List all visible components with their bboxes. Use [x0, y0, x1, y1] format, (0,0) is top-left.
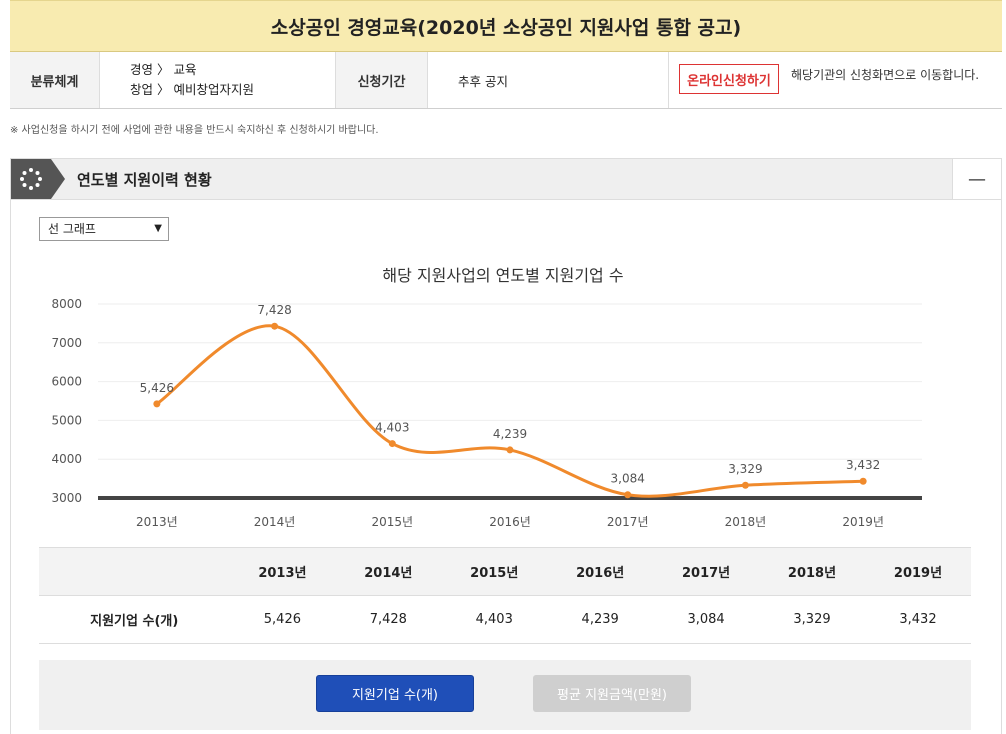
page-title: 소상공인 경영교육(2020년 소상공인 지원사업 통합 공고) — [10, 0, 1002, 52]
period-value: 추후 공지 — [458, 73, 508, 89]
tab-company-count[interactable]: 지원기업 수(개) — [316, 675, 474, 712]
apply-area: 온라인신청하기 해당기관의 신청화면으로 이동합니다. — [668, 52, 1002, 108]
data-label: 4,403 — [375, 421, 409, 435]
line-chart: 8000 7000 6000 5000 4000 3000 2013년 2014년 2015년 2… — [51, 297, 922, 529]
x-tick-label: 2017년 — [607, 515, 649, 529]
table-header-cell: 2015년 — [441, 547, 548, 596]
data-label: 3,329 — [728, 462, 762, 476]
category-line-1: 경영 〉 교육 — [130, 62, 197, 77]
data-label: 3,084 — [611, 472, 645, 486]
y-tick-label: 3000 — [51, 491, 82, 505]
x-tick-label: 2018년 — [725, 515, 767, 529]
tab-button-area: 지원기업 수(개) 평균 지원금액(만원) — [39, 660, 971, 730]
data-point — [271, 322, 279, 330]
table-cell: 3,084 — [653, 595, 760, 644]
category-line-2: 창업 〉 예비창업자지원 — [130, 82, 254, 97]
loading-dots-icon — [11, 159, 51, 199]
info-row: 분류체계 경영 〉 교육 창업 〉 예비창업자지원 신청기간 추후 공지 온라인… — [10, 52, 1002, 109]
chart-type-select[interactable]: 선 그래프 ▼ — [39, 217, 169, 241]
section-arrow-icon — [51, 159, 65, 199]
table-header-cell: 2014년 — [335, 547, 442, 596]
data-label: 5,426 — [140, 381, 174, 395]
chart-panel — [10, 200, 1002, 734]
category-label: 분류체계 — [10, 52, 100, 108]
online-apply-button[interactable]: 온라인신청하기 — [679, 64, 779, 94]
data-point — [859, 477, 867, 485]
table-cell: 7,428 — [335, 595, 442, 644]
data-label: 7,428 — [257, 303, 291, 317]
table-header-cell: 2017년 — [653, 547, 760, 596]
table-header-cell: 2018년 — [759, 547, 865, 596]
table-header-cell: 2019년 — [864, 547, 971, 596]
section-header: 연도별 지원이력 현황 — — [10, 158, 1002, 200]
data-label: 4,239 — [493, 427, 527, 441]
page-title-text: 소상공인 경영교육(2020년 소상공인 지원사업 통합 공고) — [270, 16, 742, 39]
table-header-row: 2013년 2014년 2015년 2016년 2017년 2018년 2019… — [39, 547, 971, 596]
data-point — [388, 440, 396, 448]
chart-type-select-value: 선 그래프 — [48, 222, 96, 236]
table-cell: 3,432 — [864, 595, 971, 644]
data-table: 2013년 2014년 2015년 2016년 2017년 2018년 2019… — [39, 547, 971, 644]
data-point — [624, 491, 632, 499]
x-tick-label: 2013년 — [136, 515, 178, 529]
period-label: 신청기간 — [335, 52, 428, 108]
collapse-button[interactable]: — — [952, 159, 1001, 199]
y-tick-label: 4000 — [51, 452, 82, 466]
x-tick-label: 2019년 — [842, 515, 884, 529]
loading-dots-svg — [20, 168, 42, 190]
table-header-cell — [39, 547, 230, 596]
table-header-cell: 2016년 — [547, 547, 654, 596]
table-cell: 5,426 — [229, 595, 336, 644]
table-header-cell: 2013년 — [229, 547, 336, 596]
y-tick-label: 5000 — [51, 413, 82, 427]
y-tick-label: 8000 — [51, 297, 82, 311]
x-tick-label: 2015년 — [371, 515, 413, 529]
chevron-down-icon: ▼ — [154, 223, 162, 234]
apply-note: 해당기관의 신청화면으로 이동합니다. — [791, 68, 980, 82]
y-tick-label: 6000 — [51, 375, 82, 389]
table-cell: 4,403 — [441, 595, 548, 644]
table-cell: 4,239 — [547, 595, 654, 644]
data-point — [741, 481, 749, 489]
data-point — [153, 400, 161, 408]
section-title: 연도별 지원이력 현황 — [77, 171, 212, 189]
table-cell: 3,329 — [759, 595, 865, 644]
data-point — [506, 446, 514, 454]
y-tick-label: 7000 — [51, 336, 82, 350]
notice-text: ※ 사업신청을 하시기 전에 사업에 관한 내용을 반드시 숙지하신 후 신청하… — [10, 125, 379, 136]
tab-average-amount[interactable]: 평균 지원금액(만원) — [533, 675, 691, 712]
x-tick-label: 2016년 — [489, 515, 531, 529]
chart-title: 해당 지원사업의 연도별 지원기업 수 — [382, 266, 624, 285]
x-tick-label: 2014년 — [254, 515, 296, 529]
category-value: 경영 〉 교육 창업 〉 예비창업자지원 — [100, 52, 335, 108]
data-label: 3,432 — [846, 458, 880, 472]
table-row-label: 지원기업 수(개) — [39, 595, 230, 644]
table-row: 지원기업 수(개) 5,426 7,428 4,403 4,239 3,084 … — [39, 595, 971, 644]
